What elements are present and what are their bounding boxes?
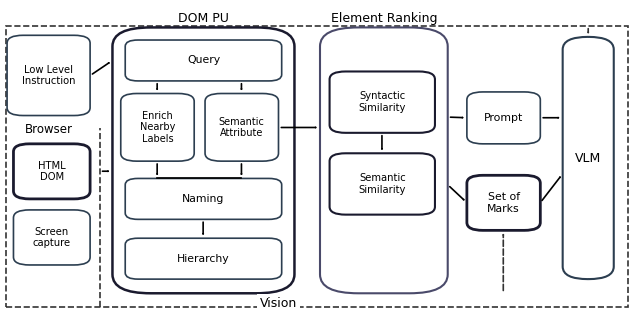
FancyBboxPatch shape: [330, 71, 435, 133]
FancyBboxPatch shape: [125, 179, 282, 219]
FancyBboxPatch shape: [125, 40, 282, 81]
FancyBboxPatch shape: [113, 27, 294, 293]
FancyBboxPatch shape: [125, 238, 282, 279]
FancyBboxPatch shape: [467, 175, 540, 230]
Text: Syntactic
Similarity: Syntactic Similarity: [358, 91, 406, 113]
FancyBboxPatch shape: [13, 210, 90, 265]
Text: Low Level
Instruction: Low Level Instruction: [22, 64, 76, 86]
FancyBboxPatch shape: [563, 37, 614, 279]
FancyBboxPatch shape: [121, 94, 194, 161]
Text: Set of
Marks: Set of Marks: [487, 192, 520, 214]
Text: Element Ranking: Element Ranking: [331, 12, 437, 25]
Bar: [6, 26, 628, 307]
Text: Vision: Vision: [260, 297, 297, 310]
Text: Hierarchy: Hierarchy: [177, 254, 230, 264]
Text: DOM PU: DOM PU: [178, 12, 229, 25]
FancyBboxPatch shape: [320, 27, 448, 293]
Text: Semantic
Attribute: Semantic Attribute: [219, 117, 265, 138]
Text: Query: Query: [187, 56, 220, 65]
Text: Prompt: Prompt: [484, 113, 524, 123]
Text: Browser: Browser: [24, 123, 72, 136]
Text: Semantic
Similarity: Semantic Similarity: [358, 173, 406, 195]
Text: Screen
capture: Screen capture: [33, 227, 71, 248]
Text: Enrich
Nearby
Labels: Enrich Nearby Labels: [140, 111, 175, 144]
FancyBboxPatch shape: [7, 35, 90, 116]
Text: HTML
DOM: HTML DOM: [38, 161, 65, 182]
Text: VLM: VLM: [575, 151, 602, 165]
FancyBboxPatch shape: [330, 153, 435, 215]
FancyBboxPatch shape: [13, 144, 90, 199]
Text: Naming: Naming: [182, 194, 225, 204]
FancyBboxPatch shape: [205, 94, 278, 161]
FancyBboxPatch shape: [467, 92, 540, 144]
